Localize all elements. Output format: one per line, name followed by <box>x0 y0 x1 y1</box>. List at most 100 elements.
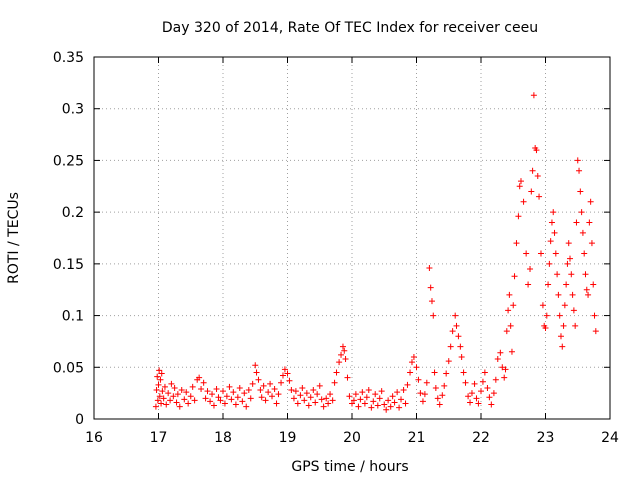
data-point <box>213 386 220 393</box>
data-point <box>497 349 504 356</box>
data-point <box>516 183 523 190</box>
data-point <box>187 393 194 400</box>
data-point <box>530 92 537 99</box>
data-point <box>376 395 383 402</box>
data-point <box>569 291 576 298</box>
data-point <box>506 291 513 298</box>
data-point <box>189 383 196 390</box>
data-point <box>228 396 235 403</box>
data-point <box>349 400 355 407</box>
data-point <box>336 359 343 366</box>
data-point <box>579 229 586 236</box>
data-point <box>331 379 338 386</box>
data-point <box>550 209 557 216</box>
data-point <box>267 380 274 387</box>
y-tick-label: 0.3 <box>62 102 84 118</box>
data-point <box>155 381 162 388</box>
data-point <box>316 382 323 389</box>
y-tick-label: 0.1 <box>62 309 84 325</box>
data-point <box>557 333 564 340</box>
data-point <box>458 353 465 360</box>
data-point <box>310 387 317 394</box>
data-point <box>305 402 312 409</box>
data-point <box>528 188 535 195</box>
data-point <box>572 322 579 329</box>
data-point <box>515 213 522 220</box>
data-point <box>394 389 401 396</box>
data-point <box>260 382 267 389</box>
x-tick-label: 24 <box>601 430 619 446</box>
data-point <box>183 389 190 396</box>
data-point <box>551 229 558 236</box>
data-point <box>297 392 304 399</box>
data-point <box>573 219 580 226</box>
data-point <box>465 393 472 400</box>
data-point <box>479 378 486 385</box>
data-point <box>165 390 172 397</box>
data-point <box>368 404 375 411</box>
data-point <box>168 380 175 387</box>
data-point <box>320 403 327 410</box>
data-point <box>525 281 532 288</box>
data-point <box>365 387 372 394</box>
data-point <box>372 391 379 398</box>
data-point <box>546 260 553 267</box>
point-layer <box>152 92 599 413</box>
data-point <box>265 389 272 396</box>
data-point <box>529 167 536 174</box>
data-point <box>157 376 164 383</box>
data-point <box>583 286 590 293</box>
data-point <box>576 167 583 174</box>
data-point <box>299 384 306 391</box>
data-point <box>502 366 509 373</box>
data-point <box>574 157 581 164</box>
data-point <box>239 398 246 405</box>
data-point <box>385 397 392 404</box>
data-point <box>271 386 278 393</box>
data-point <box>294 400 301 407</box>
data-point <box>520 198 527 205</box>
data-point <box>156 393 163 400</box>
data-point <box>590 281 597 288</box>
data-point <box>543 312 550 319</box>
data-point <box>471 380 478 387</box>
x-tick-label: 20 <box>343 430 361 446</box>
data-point <box>152 403 159 410</box>
x-tick-label: 21 <box>408 430 426 446</box>
data-point <box>252 362 259 369</box>
data-point <box>156 367 163 374</box>
data-point <box>176 403 183 410</box>
data-point <box>582 271 589 278</box>
data-point <box>389 393 396 400</box>
data-point <box>301 397 308 404</box>
data-point <box>586 219 593 226</box>
data-point <box>262 397 269 404</box>
data-point <box>338 351 345 358</box>
data-point <box>462 379 469 386</box>
data-point <box>339 343 346 350</box>
data-point <box>517 178 524 185</box>
data-point <box>378 388 385 395</box>
data-point <box>202 395 209 402</box>
data-point <box>561 302 568 309</box>
data-point <box>481 369 488 376</box>
data-point <box>220 388 226 395</box>
data-point <box>510 302 517 309</box>
data-point <box>560 322 567 329</box>
data-point <box>153 387 160 394</box>
data-point <box>534 172 541 179</box>
data-point <box>501 374 508 381</box>
data-point <box>523 250 530 257</box>
data-point <box>230 389 237 396</box>
data-point <box>288 387 295 394</box>
data-point <box>552 250 559 257</box>
data-point <box>312 399 319 406</box>
data-point <box>578 209 585 216</box>
data-point <box>181 396 188 403</box>
data-point <box>503 328 510 335</box>
data-point <box>341 347 348 354</box>
data-point <box>554 271 561 278</box>
data-point <box>191 397 198 404</box>
data-point <box>359 389 366 396</box>
data-point <box>539 302 546 309</box>
